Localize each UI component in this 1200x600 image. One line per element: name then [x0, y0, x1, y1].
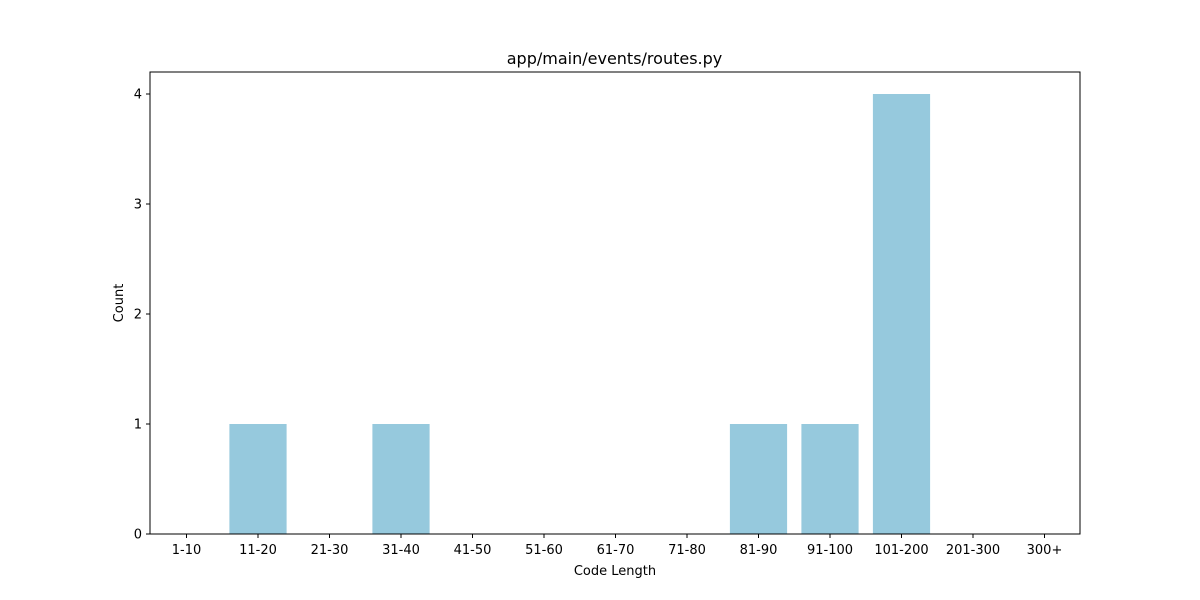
- x-tick-label: 101-200: [874, 543, 928, 558]
- y-axis-label: Count: [112, 284, 127, 323]
- plot-frame: [149, 71, 1081, 535]
- bar-81-90: [729, 424, 788, 534]
- y-tick-label: 1: [134, 418, 142, 433]
- x-tick-label: 81-90: [740, 543, 778, 558]
- bar-11-20: [229, 424, 287, 534]
- x-tick-label: 51-60: [525, 543, 563, 558]
- bar-101-200: [872, 94, 931, 534]
- y-tick-label: 2: [134, 308, 142, 323]
- x-tick-label: 31-40: [382, 543, 420, 558]
- y-axis-ticks: 0 1 2 3 4: [134, 88, 150, 543]
- x-axis-label: Code Length: [574, 564, 656, 579]
- chart-title: app/main/events/routes.py: [507, 49, 723, 68]
- y-tick-label: 3: [134, 198, 142, 213]
- x-tick-label: 41-50: [454, 543, 492, 558]
- x-tick-label: 1-10: [172, 543, 202, 558]
- x-axis-ticks: 1-10 11-20 21-30 31-40 41-50 51-60 61-70 71-80 8…: [172, 534, 1063, 558]
- x-tick-label: 11-20: [239, 543, 277, 558]
- x-tick-label: 21-30: [311, 543, 349, 558]
- x-tick-label: 201-300: [946, 543, 1000, 558]
- x-tick-label: 61-70: [597, 543, 635, 558]
- x-tick-label: 91-100: [807, 543, 853, 558]
- y-tick-label: 4: [134, 88, 142, 103]
- bar-91-100: [801, 424, 859, 534]
- bars-group: [229, 94, 931, 534]
- bar-31-40: [372, 424, 430, 534]
- y-tick-label: 0: [134, 528, 142, 543]
- x-tick-label: 300+: [1027, 543, 1063, 558]
- x-tick-label: 71-80: [668, 543, 706, 558]
